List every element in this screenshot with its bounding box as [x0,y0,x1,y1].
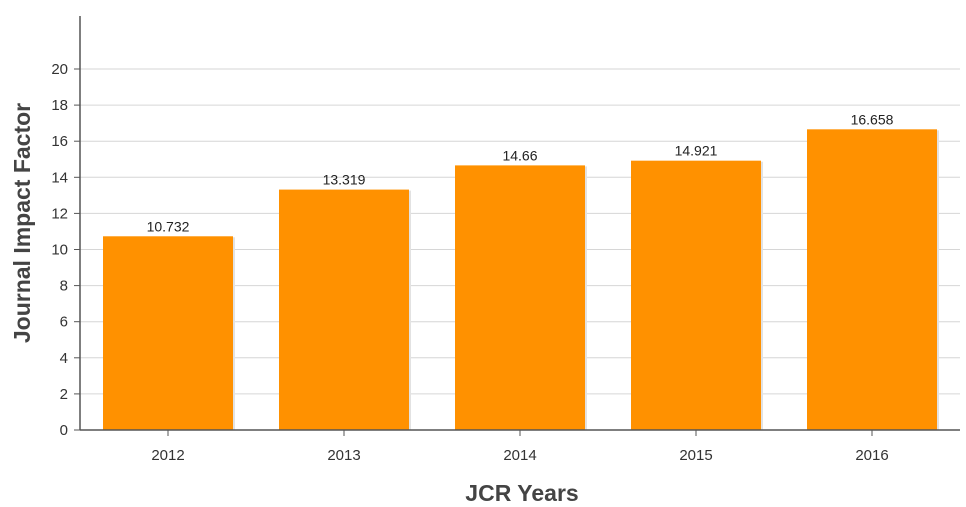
bar-2016[interactable] [807,129,937,430]
y-tick-label: 6 [60,314,68,331]
y-tick-label: 4 [60,350,68,367]
bar-2012[interactable] [103,236,233,430]
y-tick-label: 20 [51,61,68,78]
y-tick-label: 14 [51,169,68,186]
data-labels: 10.732 13.319 14.66 14.921 16.658 [147,111,894,234]
x-tick-label-2013: 2013 [327,447,360,464]
data-label-2015: 14.921 [675,143,718,159]
bars [103,129,939,430]
y-ticks: 0 2 4 6 8 10 12 14 16 18 20 [51,61,80,439]
y-tick-label: 0 [60,422,68,439]
x-ticks: 2012 2013 2014 2015 2016 [151,430,889,464]
x-tick-label-2014: 2014 [503,447,536,464]
data-label-2013: 13.319 [323,172,366,188]
data-label-2014: 14.66 [502,147,537,163]
x-tick-label-2012: 2012 [151,447,184,464]
y-tick-label: 2 [60,386,68,403]
bar-2014[interactable] [455,165,585,430]
y-axis-title: Journal Impact Factor [9,103,35,343]
x-tick-label-2016: 2016 [855,447,888,464]
y-tick-label: 8 [60,278,68,295]
x-axis-title: JCR Years [465,480,578,506]
y-tick-label: 18 [51,97,68,114]
y-tick-label: 10 [51,242,68,259]
y-tick-label: 16 [51,133,68,150]
x-tick-label-2015: 2015 [679,447,712,464]
data-label-2016: 16.658 [851,111,894,127]
bar-2013[interactable] [279,189,409,430]
data-label-2012: 10.732 [147,218,190,234]
y-tick-label: 12 [51,205,68,222]
bar-2015[interactable] [631,160,761,430]
